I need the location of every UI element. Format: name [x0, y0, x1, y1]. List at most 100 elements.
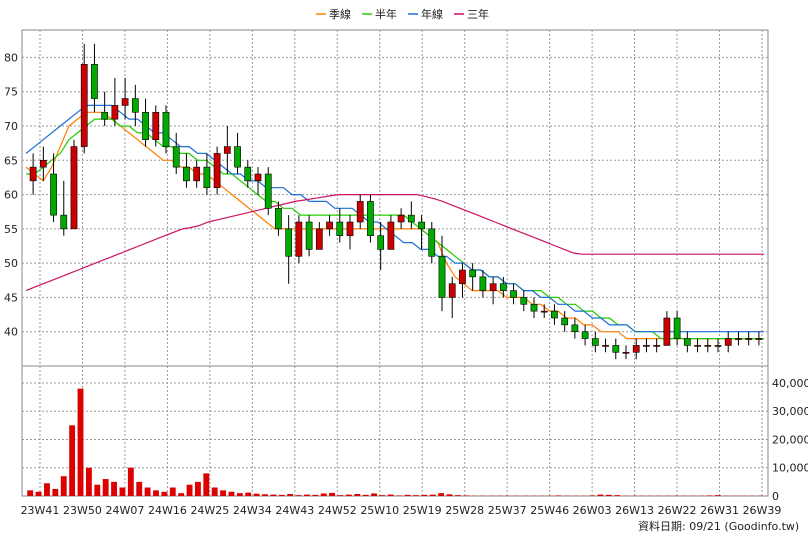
candle-body — [285, 228, 293, 257]
volume-bar — [211, 487, 218, 496]
candle-body — [223, 146, 231, 154]
volume-bar — [706, 495, 713, 496]
volume-bar — [295, 495, 302, 496]
candle-body — [418, 221, 425, 230]
volume-bar — [161, 491, 168, 496]
x-tick-label: 24W34 — [233, 504, 272, 517]
candle-body — [356, 201, 364, 223]
candle-body — [275, 207, 282, 230]
price-tick-label: 60 — [4, 189, 18, 202]
series-line-0 — [25, 111, 764, 340]
x-tick-label: 25W28 — [445, 504, 484, 517]
x-tick-label: 24W07 — [106, 504, 145, 517]
volume-bar — [35, 491, 42, 496]
candle-body — [101, 111, 109, 120]
volume-bar — [345, 494, 352, 496]
volume-bar — [178, 493, 185, 496]
candle-body — [264, 173, 272, 209]
x-tick-label: 26W39 — [743, 504, 782, 517]
candle-body — [428, 228, 436, 257]
volume-bar — [44, 483, 50, 496]
candle-body — [254, 173, 262, 182]
volume-bar — [111, 481, 117, 496]
candle-body — [326, 221, 333, 230]
candle-body — [172, 146, 180, 168]
volume-bar — [320, 493, 327, 496]
legend-label-season: 季線 — [329, 7, 351, 21]
volume-bar — [127, 467, 134, 496]
volume-bar — [144, 487, 151, 496]
volume-bar — [304, 494, 310, 496]
volume-bar — [236, 493, 243, 496]
candle-body — [520, 297, 528, 305]
volume-bar — [387, 494, 394, 496]
volume-axis: 0 10,000 20,000 30,000 40,000 — [772, 377, 808, 503]
candle-body — [673, 317, 681, 339]
volume-bar — [354, 494, 361, 496]
candle-body — [80, 63, 88, 147]
candle-body — [70, 146, 78, 230]
volume-tick-label: 10,000 — [772, 462, 808, 475]
x-tick-label: 24W43 — [275, 504, 314, 517]
volume-bar — [253, 493, 260, 496]
candle-body — [632, 345, 640, 353]
volume-bar — [94, 484, 101, 496]
candle-body — [591, 338, 599, 346]
volume-bar — [136, 481, 143, 496]
volume-bar — [329, 492, 336, 496]
x-tick-label: 25W10 — [360, 504, 399, 517]
candle-body — [193, 166, 201, 182]
volume-bar — [429, 494, 436, 496]
price-axis: 40 45 50 55 60 65 70 75 80 — [4, 51, 18, 338]
candle-body — [683, 338, 691, 346]
candle-body — [704, 345, 712, 347]
price-tick-label: 45 — [4, 291, 18, 304]
candles — [29, 43, 763, 360]
volume-bar — [614, 495, 621, 496]
candle-body — [183, 166, 190, 182]
candle-body — [234, 146, 241, 168]
candle-body — [694, 345, 701, 347]
volume-bar — [312, 494, 319, 496]
legend-label-3year: 三年 — [467, 7, 489, 21]
candle-body — [39, 159, 47, 168]
volume-tick-label: 30,000 — [772, 405, 808, 418]
volume-bar — [287, 494, 294, 496]
candle-body — [305, 221, 313, 250]
candle-body — [530, 303, 538, 312]
candle-body — [377, 235, 385, 250]
volume-bar — [69, 425, 76, 496]
volume-bar — [337, 495, 344, 496]
volume-bar — [220, 490, 227, 496]
volume-bar — [589, 495, 596, 496]
candle-body — [162, 111, 170, 147]
candle-body — [91, 63, 98, 99]
price-panel — [21, 29, 769, 367]
volume-bar — [102, 479, 109, 496]
candle-body — [152, 111, 160, 141]
volume-bar — [413, 495, 419, 496]
price-tick-label: 40 — [4, 326, 18, 339]
price-tick-label: 80 — [4, 51, 18, 64]
candle-body — [663, 317, 671, 346]
candle-body — [295, 221, 303, 257]
candle-body — [479, 276, 487, 291]
candle-body — [499, 283, 507, 291]
candle-body — [602, 345, 609, 347]
candle-body — [581, 331, 589, 339]
volume-bar — [194, 481, 201, 496]
x-tick-label: 26W22 — [658, 504, 697, 517]
volume-bar — [463, 495, 470, 496]
candle-body — [643, 345, 650, 347]
candle-body — [213, 153, 221, 189]
volume-bar — [203, 473, 210, 496]
volume-bar — [60, 476, 67, 496]
candle-body — [346, 221, 354, 237]
candle-body — [367, 201, 374, 237]
volume-bar — [396, 495, 403, 496]
volume-bar — [404, 494, 411, 496]
volume-panel — [21, 365, 769, 497]
candle-body — [714, 345, 722, 347]
volume-tick-label: 20,000 — [772, 433, 808, 446]
candle-body — [561, 317, 569, 326]
